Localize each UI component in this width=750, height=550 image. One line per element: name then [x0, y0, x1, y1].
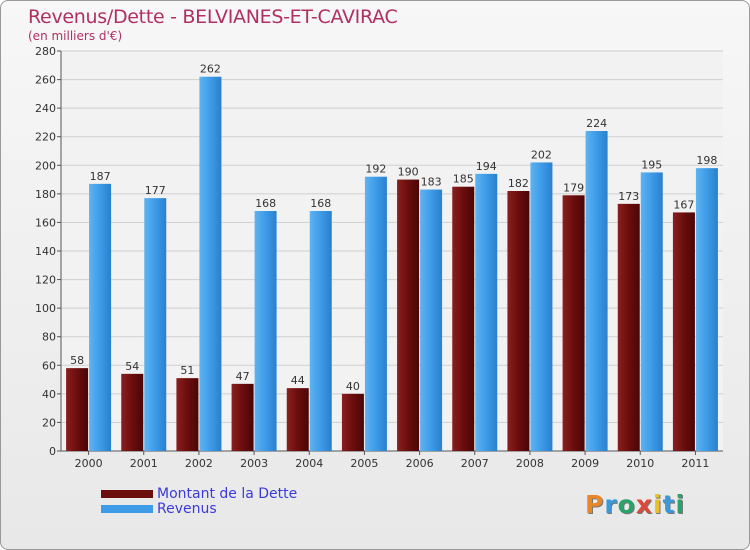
data-label-debt: 182 [508, 177, 529, 190]
bar-debt [121, 373, 144, 451]
x-tick-label: 2009 [571, 457, 599, 470]
bar-debt [617, 203, 640, 451]
data-label-debt: 44 [291, 374, 305, 387]
logo-letter: i [675, 490, 686, 519]
data-label-debt: 179 [563, 181, 584, 194]
bar-debt [286, 388, 309, 451]
y-tick-label: 240 [35, 102, 56, 115]
bar-revenue [475, 173, 498, 451]
y-tick-label: 140 [35, 245, 56, 258]
legend-item-debt: Montant de la Dette [101, 486, 401, 503]
data-label-debt: 51 [180, 364, 194, 377]
chart-subtitle: (en milliers d'€) [28, 29, 123, 43]
data-label-revenue: 262 [200, 63, 221, 76]
data-label-revenue: 198 [696, 154, 717, 167]
bar-revenue [309, 211, 332, 451]
legend-label-debt: Montant de la Dette [157, 486, 298, 502]
proxiti-logo: Proxiti [585, 490, 685, 519]
x-tick-label: 2000 [75, 457, 103, 470]
x-tick-label: 2002 [185, 457, 213, 470]
data-label-debt: 185 [453, 173, 474, 186]
data-label-revenue: 192 [365, 163, 386, 176]
y-tick-label: 40 [42, 388, 56, 401]
logo-letter: r [604, 490, 618, 519]
bar-debt [507, 191, 530, 451]
data-label-revenue: 183 [421, 176, 442, 189]
bar-revenue [254, 211, 277, 451]
x-tick-label: 2010 [626, 457, 654, 470]
logo-letter: P [585, 490, 605, 519]
data-label-revenue: 224 [586, 117, 607, 130]
bar-debt [672, 212, 695, 451]
y-tick-label: 180 [35, 188, 56, 201]
data-label-revenue: 194 [476, 160, 497, 173]
bar-debt [66, 368, 89, 451]
y-tick-label: 280 [35, 45, 56, 58]
y-tick-label: 20 [42, 416, 56, 429]
x-tick-label: 2004 [295, 457, 323, 470]
y-tick-label: 120 [35, 274, 56, 287]
legend-swatch-debt [101, 490, 153, 498]
y-tick-label: 200 [35, 159, 56, 172]
bar-debt [231, 383, 254, 451]
legend-label-revenue: Revenus [157, 501, 217, 517]
data-label-debt: 58 [70, 354, 84, 367]
bar-debt [397, 179, 420, 452]
data-label-revenue: 187 [90, 170, 111, 183]
y-tick-label: 160 [35, 216, 56, 229]
x-tick-label: 2005 [350, 457, 378, 470]
data-label-debt: 167 [673, 198, 694, 211]
bar-revenue [364, 176, 387, 451]
legend-item-revenue: Revenus [101, 501, 401, 518]
bar-revenue [420, 189, 443, 452]
bar-revenue [695, 168, 718, 451]
data-label-revenue: 202 [531, 148, 552, 161]
logo-letter: x [635, 490, 653, 519]
bar-debt [562, 195, 585, 451]
x-tick-label: 2003 [240, 457, 268, 470]
bar-revenue [640, 172, 663, 451]
logo-letter: t [662, 490, 676, 519]
data-label-debt: 190 [398, 166, 419, 179]
y-tick-label: 0 [49, 445, 56, 458]
data-label-revenue: 168 [255, 197, 276, 210]
data-label-debt: 173 [618, 190, 639, 203]
data-label-debt: 40 [346, 380, 360, 393]
bar-debt [341, 393, 364, 451]
logo-letter: o [617, 490, 636, 519]
data-label-revenue: 177 [145, 184, 166, 197]
bar-debt [176, 378, 199, 451]
x-tick-label: 2007 [461, 457, 489, 470]
y-tick-label: 60 [42, 359, 56, 372]
logo-letter: i [653, 490, 663, 519]
x-tick-label: 2008 [516, 457, 544, 470]
bar-revenue [530, 162, 553, 451]
y-tick-label: 80 [42, 331, 56, 344]
y-tick-label: 260 [35, 74, 56, 87]
bar-revenue [199, 76, 222, 451]
legend-swatch-revenue [101, 505, 153, 513]
y-tick-label: 220 [35, 131, 56, 144]
data-label-revenue: 168 [310, 197, 331, 210]
data-label-debt: 54 [125, 360, 139, 373]
x-tick-label: 2006 [406, 457, 434, 470]
data-label-debt: 47 [236, 370, 250, 383]
bar-revenue [144, 198, 167, 451]
y-tick-label: 100 [35, 302, 56, 315]
chart-title: Revenus/Dette - BELVIANES-ET-CAVIRAC [28, 6, 398, 28]
data-label-revenue: 195 [641, 158, 662, 171]
x-tick-label: 2001 [130, 457, 158, 470]
x-tick-label: 2011 [681, 457, 709, 470]
bar-revenue [89, 183, 112, 451]
bar-debt [452, 186, 475, 451]
bar-revenue [585, 131, 608, 451]
